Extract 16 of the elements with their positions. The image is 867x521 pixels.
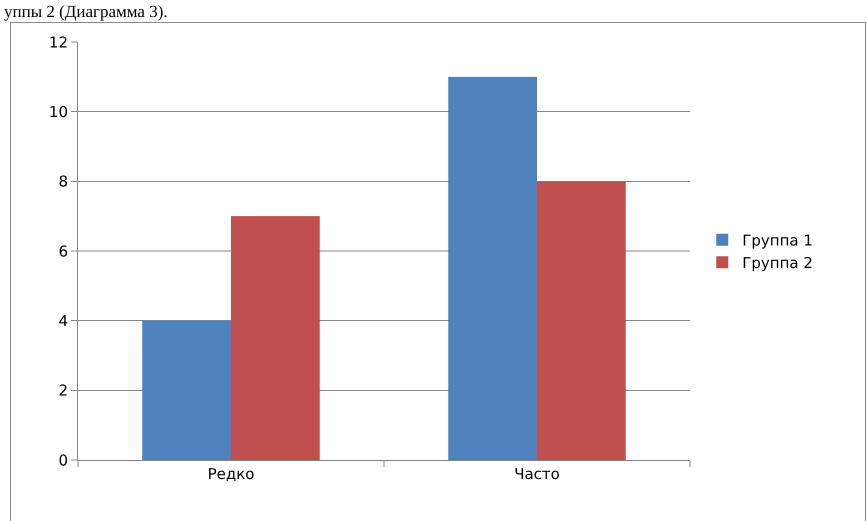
bar bbox=[448, 76, 537, 460]
legend-label: Группа 1 bbox=[742, 232, 813, 250]
y-tick-label: 2 bbox=[58, 382, 68, 400]
y-tick-label: 12 bbox=[48, 33, 68, 52]
x-tick-label: Часто bbox=[514, 465, 560, 483]
y-tick-label: 8 bbox=[58, 172, 68, 191]
bar bbox=[142, 320, 231, 460]
y-tick-label: 6 bbox=[58, 242, 68, 260]
bar bbox=[537, 181, 626, 460]
y-tick-label: 4 bbox=[58, 312, 68, 330]
y-tick-label: 0 bbox=[58, 451, 68, 470]
bar bbox=[231, 216, 320, 460]
legend-label: Группа 2 bbox=[742, 254, 813, 272]
text: уппы 2 (Диаграмма 3). bbox=[4, 2, 168, 21]
y-tick-label: 10 bbox=[48, 102, 68, 121]
x-tick-label: Редко bbox=[208, 465, 254, 483]
